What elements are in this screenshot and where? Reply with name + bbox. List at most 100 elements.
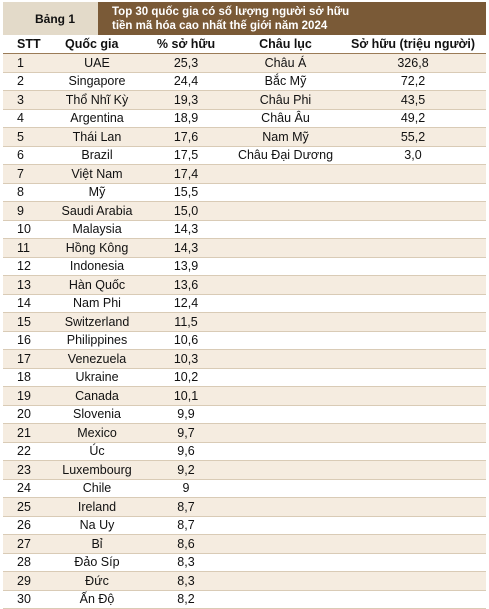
cell-owners: 72,2 bbox=[340, 72, 486, 91]
table-row: 18 Ukraine 10,2 bbox=[3, 368, 486, 387]
crypto-ownership-table: STT Quốc gia % sở hữu Châu lục Sở hữu (t… bbox=[3, 35, 486, 609]
cell-owners bbox=[340, 275, 486, 295]
cell-stt: 3 bbox=[3, 90, 53, 110]
cell-continent bbox=[231, 183, 340, 202]
cell-percent: 13,6 bbox=[141, 275, 231, 295]
table-row: 30 Ấn Độ 8,2 bbox=[3, 590, 486, 609]
table-row: 13 Hàn Quốc 13,6 bbox=[3, 275, 486, 295]
cell-owners bbox=[340, 497, 486, 517]
cell-country: Philippines bbox=[53, 331, 141, 350]
cell-percent: 9,7 bbox=[141, 423, 231, 443]
cell-continent bbox=[231, 590, 340, 609]
cell-country: Mỹ bbox=[53, 183, 141, 202]
cell-country: Canada bbox=[53, 386, 141, 406]
cell-owners bbox=[340, 349, 486, 369]
cell-stt: 24 bbox=[3, 479, 53, 498]
cell-country: Malaysia bbox=[53, 220, 141, 239]
cell-stt: 28 bbox=[3, 553, 53, 572]
cell-percent: 11,5 bbox=[141, 312, 231, 332]
cell-continent bbox=[231, 238, 340, 258]
cell-owners bbox=[340, 257, 486, 276]
cell-stt: 23 bbox=[3, 460, 53, 480]
cell-owners: 326,8 bbox=[340, 53, 486, 73]
cell-owners bbox=[340, 553, 486, 572]
cell-continent bbox=[231, 331, 340, 350]
cell-country: Đức bbox=[53, 571, 141, 591]
table-header-banner: Bảng 1 Top 30 quốc gia có số lượng người… bbox=[3, 2, 486, 35]
table-row: 19 Canada 10,1 bbox=[3, 386, 486, 406]
cell-country: Switzerland bbox=[53, 312, 141, 332]
column-header-stt: STT bbox=[3, 35, 53, 54]
cell-country: Việt Nam bbox=[53, 164, 141, 184]
cell-stt: 20 bbox=[3, 405, 53, 424]
cell-percent: 10,1 bbox=[141, 386, 231, 406]
cell-stt: 16 bbox=[3, 331, 53, 350]
cell-percent: 10,3 bbox=[141, 349, 231, 369]
cell-stt: 18 bbox=[3, 368, 53, 387]
cell-percent: 14,3 bbox=[141, 238, 231, 258]
cell-owners bbox=[340, 386, 486, 406]
cell-percent: 18,9 bbox=[141, 109, 231, 128]
cell-country: Mexico bbox=[53, 423, 141, 443]
cell-stt: 30 bbox=[3, 590, 53, 609]
table-row: 21 Mexico 9,7 bbox=[3, 423, 486, 443]
cell-continent bbox=[231, 275, 340, 295]
cell-stt: 17 bbox=[3, 349, 53, 369]
cell-percent: 10,6 bbox=[141, 331, 231, 350]
cell-stt: 4 bbox=[3, 109, 53, 128]
cell-country: Argentina bbox=[53, 109, 141, 128]
table-row: 23 Luxembourg 9,2 bbox=[3, 460, 486, 480]
cell-country: Chile bbox=[53, 479, 141, 498]
column-header-country: Quốc gia bbox=[53, 35, 141, 54]
cell-owners: 3,0 bbox=[340, 146, 486, 165]
table-row: 12 Indonesia 13,9 bbox=[3, 257, 486, 276]
cell-owners bbox=[340, 164, 486, 184]
table-row: 6 Brazil 17,5 Châu Đại Dương 3,0 bbox=[3, 146, 486, 165]
cell-country: Đảo Síp bbox=[53, 553, 141, 572]
cell-country: UAE bbox=[53, 53, 141, 73]
cell-country: Saudi Arabia bbox=[53, 201, 141, 221]
table-title: Top 30 quốc gia có số lượng người sở hữu… bbox=[98, 2, 486, 35]
cell-stt: 8 bbox=[3, 183, 53, 202]
cell-stt: 12 bbox=[3, 257, 53, 276]
cell-percent: 17,5 bbox=[141, 146, 231, 165]
table-row: 9 Saudi Arabia 15,0 bbox=[3, 201, 486, 221]
cell-owners bbox=[340, 183, 486, 202]
cell-country: Thái Lan bbox=[53, 127, 141, 147]
cell-country: Hồng Kông bbox=[53, 238, 141, 258]
cell-stt: 25 bbox=[3, 497, 53, 517]
table-row: 15 Switzerland 11,5 bbox=[3, 312, 486, 332]
cell-country: Na Uy bbox=[53, 516, 141, 535]
cell-stt: 7 bbox=[3, 164, 53, 184]
table-row: 8 Mỹ 15,5 bbox=[3, 183, 486, 202]
table-row: 7 Việt Nam 17,4 bbox=[3, 164, 486, 184]
cell-percent: 8,3 bbox=[141, 553, 231, 572]
cell-owners bbox=[340, 312, 486, 332]
table-row: 16 Philippines 10,6 bbox=[3, 331, 486, 350]
cell-continent bbox=[231, 405, 340, 424]
cell-percent: 8,6 bbox=[141, 534, 231, 554]
cell-continent bbox=[231, 571, 340, 591]
table-row: 27 Bỉ 8,6 bbox=[3, 534, 486, 554]
cell-percent: 8,7 bbox=[141, 516, 231, 535]
cell-country: Ấn Độ bbox=[53, 590, 141, 609]
table-body: 1 UAE 25,3 Châu Á 326,8 2 Singapore 24,4 Bắc Mỹ 7… bbox=[3, 53, 486, 609]
table-figure: Bảng 1 Top 30 quốc gia có số lượng người… bbox=[3, 2, 486, 609]
cell-continent: Châu Á bbox=[231, 53, 340, 73]
cell-stt: 1 bbox=[3, 53, 53, 73]
cell-stt: 22 bbox=[3, 442, 53, 461]
cell-stt: 26 bbox=[3, 516, 53, 535]
cell-percent: 12,4 bbox=[141, 294, 231, 313]
cell-continent: Châu Đại Dương bbox=[231, 146, 340, 165]
cell-owners bbox=[340, 238, 486, 258]
cell-percent: 24,4 bbox=[141, 72, 231, 91]
cell-country: Thổ Nhĩ Kỳ bbox=[53, 90, 141, 110]
cell-percent: 8,3 bbox=[141, 571, 231, 591]
cell-country: Brazil bbox=[53, 146, 141, 165]
table-row: 3 Thổ Nhĩ Kỳ 19,3 Châu Phi 43,5 bbox=[3, 90, 486, 110]
cell-percent: 13,9 bbox=[141, 257, 231, 276]
cell-continent bbox=[231, 294, 340, 313]
cell-stt: 21 bbox=[3, 423, 53, 443]
cell-stt: 14 bbox=[3, 294, 53, 313]
cell-percent: 15,5 bbox=[141, 183, 231, 202]
